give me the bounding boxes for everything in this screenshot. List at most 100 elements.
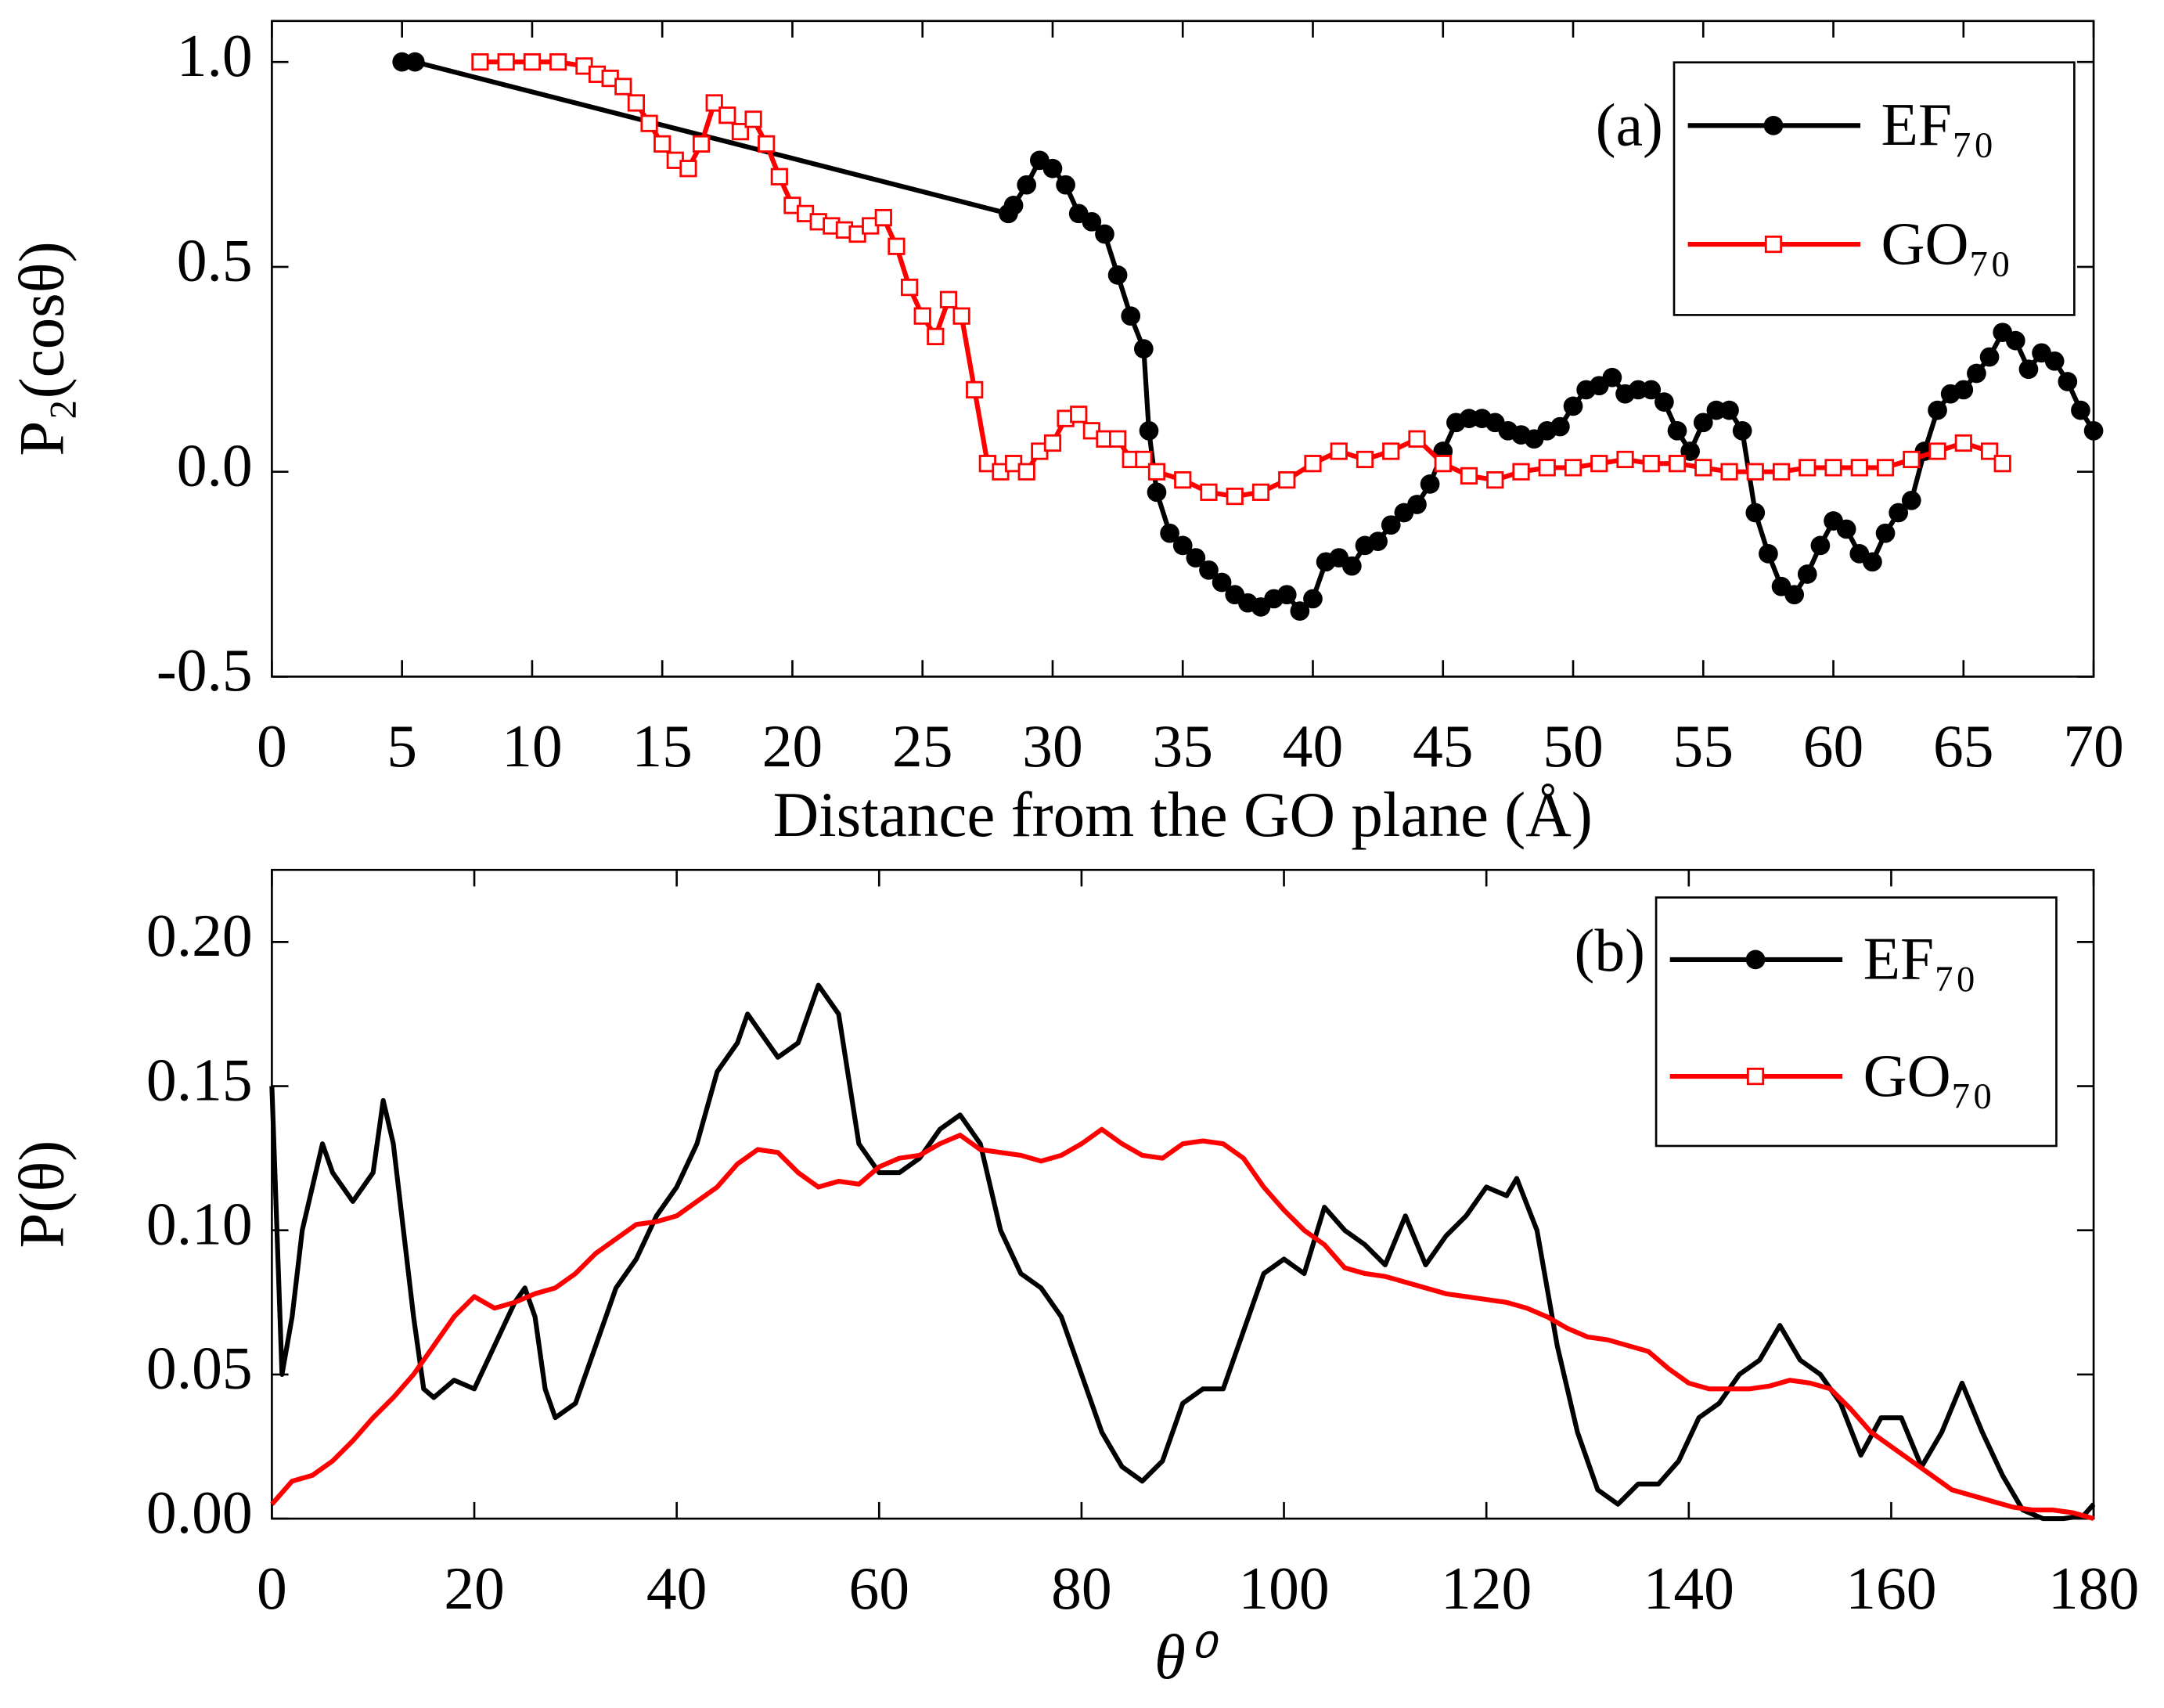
marker — [1563, 396, 1583, 416]
marker — [1980, 442, 1999, 460]
marker — [1928, 400, 1947, 420]
marker — [1642, 455, 1660, 473]
marker — [1719, 400, 1739, 420]
legend-box — [1655, 896, 2058, 1148]
marker — [523, 53, 542, 71]
x-axis-label: θ⁰ — [1154, 1622, 1219, 1692]
marker — [1694, 459, 1712, 477]
legend-label: GO₇₀ — [1863, 1042, 1993, 1109]
x-tick-label: 180 — [2048, 1555, 2139, 1622]
marker — [705, 94, 723, 112]
plot-frame — [271, 868, 2095, 1520]
x-tick-label: 80 — [1051, 1555, 1112, 1622]
marker — [1875, 523, 1896, 543]
x-axis-label: Distance from the GO plane (Å) — [773, 780, 1593, 850]
marker — [952, 307, 970, 325]
marker — [1668, 455, 1687, 473]
marker — [1564, 459, 1582, 477]
marker — [1799, 459, 1817, 477]
marker — [1810, 535, 1831, 556]
marker — [1863, 552, 1882, 572]
marker — [1979, 347, 2000, 367]
marker — [1095, 224, 1114, 244]
marker — [1226, 487, 1244, 506]
y-axis-label: P(θ) — [6, 1140, 77, 1249]
panel-label: (a) — [1596, 92, 1663, 159]
y-tick-label: 0.15 — [146, 1046, 253, 1113]
marker — [1200, 483, 1218, 501]
marker — [692, 135, 711, 153]
marker — [1212, 572, 1232, 593]
marker — [549, 53, 567, 71]
marker — [2058, 372, 2078, 391]
y-tick-label: 1.0 — [177, 22, 253, 89]
marker — [731, 123, 750, 141]
marker — [718, 106, 736, 124]
x-tick-label: 20 — [762, 712, 823, 780]
x-tick-label: 50 — [1543, 712, 1604, 780]
marker — [1836, 519, 1856, 539]
marker — [1850, 459, 1868, 477]
marker — [1590, 455, 1608, 473]
marker — [1889, 503, 1909, 523]
marker — [1993, 455, 2011, 473]
marker — [1381, 515, 1401, 535]
marker — [1186, 548, 1206, 568]
marker — [1042, 158, 1063, 178]
marker — [1460, 467, 1478, 485]
marker — [679, 160, 697, 178]
marker — [1745, 503, 1766, 523]
marker — [627, 94, 646, 112]
legend-box — [1673, 61, 2076, 316]
y-tick-label: -0.5 — [157, 636, 253, 704]
series-line — [270, 1126, 2094, 1522]
y-tick-label: 0.10 — [146, 1191, 253, 1258]
marker — [2044, 351, 2065, 371]
marker — [1408, 430, 1426, 448]
x-tick-label: 10 — [502, 712, 563, 780]
marker — [1382, 442, 1400, 460]
marker — [1759, 544, 1778, 564]
series-line — [480, 59, 2004, 499]
marker — [1732, 420, 1752, 441]
y-tick-label: 0.0 — [177, 431, 253, 499]
series-line — [269, 982, 2096, 1522]
marker — [1420, 474, 1440, 494]
marker — [1199, 560, 1219, 580]
marker — [966, 380, 984, 399]
marker — [1746, 463, 1764, 481]
x-tick-label: 45 — [1413, 712, 1474, 780]
marker — [1107, 265, 1128, 285]
marker — [927, 327, 945, 346]
x-tick-label: 55 — [1673, 712, 1734, 780]
x-tick-label: 40 — [1283, 712, 1344, 780]
marker — [1330, 442, 1348, 460]
marker — [1139, 420, 1159, 441]
x-tick-label: 140 — [1644, 1555, 1734, 1622]
marker — [2071, 400, 2090, 420]
marker — [1641, 380, 1662, 400]
marker — [1147, 463, 1166, 481]
marker — [1784, 585, 1805, 605]
marker — [1135, 450, 1153, 469]
marker — [939, 290, 958, 308]
x-tick-label: 30 — [1022, 712, 1083, 780]
y-axis-label: P₂(cosθ) — [6, 241, 77, 456]
marker — [1017, 175, 1037, 195]
marker — [1368, 531, 1388, 551]
marker — [913, 307, 931, 325]
marker — [2018, 359, 2039, 380]
marker — [1876, 459, 1895, 477]
marker — [1003, 196, 1024, 215]
marker — [1745, 949, 1766, 970]
marker — [1056, 175, 1075, 195]
marker — [1276, 585, 1297, 605]
y-tick-label: 0.05 — [146, 1335, 253, 1402]
marker — [1746, 1067, 1765, 1086]
legend-label: EF₇₀ — [1863, 925, 1977, 993]
marker — [758, 135, 776, 153]
marker — [1953, 380, 1974, 400]
marker — [1342, 556, 1362, 576]
marker — [1070, 405, 1088, 423]
